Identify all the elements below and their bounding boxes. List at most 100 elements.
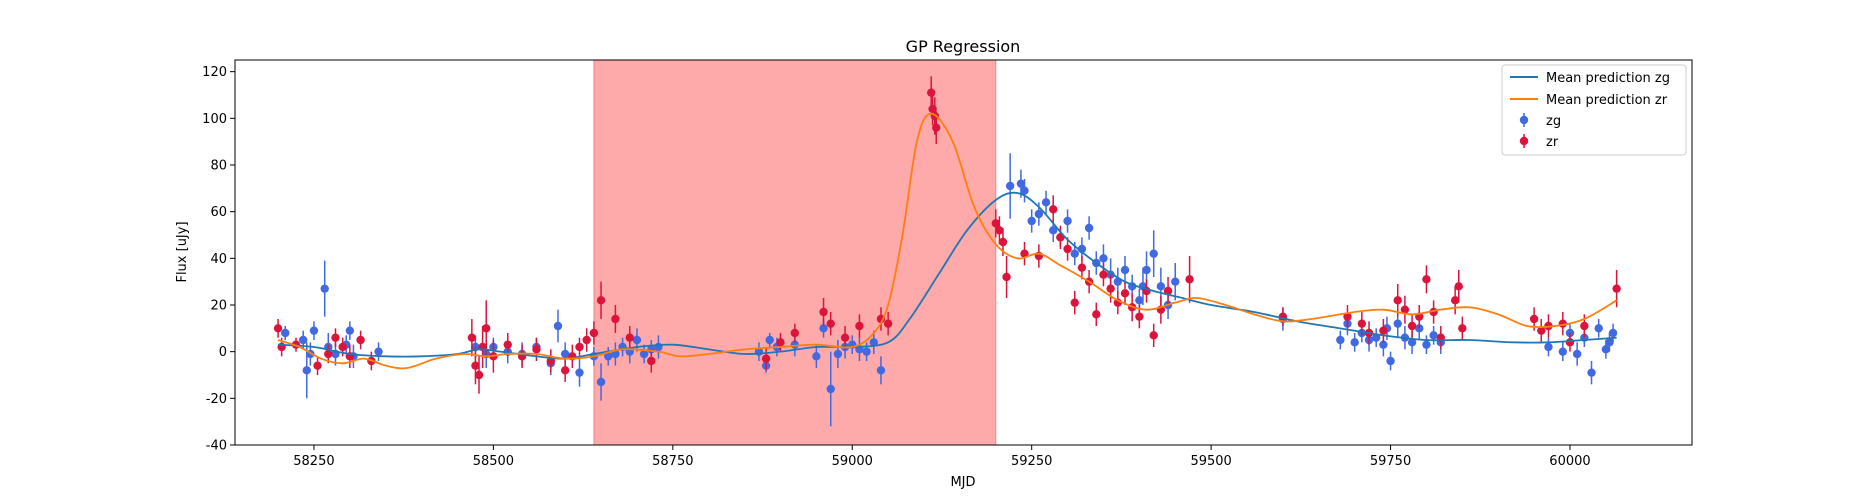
- zr-point: [790, 323, 800, 343]
- zg-marker: [1407, 338, 1417, 347]
- zr-point: [1156, 295, 1166, 324]
- zr-marker: [1612, 284, 1621, 293]
- zg-marker: [1544, 342, 1553, 352]
- zr-point: [568, 344, 577, 368]
- zr-point: [331, 328, 340, 347]
- zr-point: [474, 356, 484, 394]
- zg-marker: [1350, 338, 1359, 347]
- zg-point: [604, 347, 613, 366]
- zg-marker: [374, 347, 383, 356]
- y-tick-label: 40: [210, 252, 227, 267]
- zr-point: [991, 209, 1000, 238]
- zr-marker: [356, 335, 365, 345]
- zg-marker: [553, 321, 563, 331]
- legend-label-mean-zr: Mean prediction zr: [1546, 93, 1668, 108]
- zg-point: [1336, 330, 1345, 350]
- y-tick-label: 60: [210, 205, 227, 220]
- zr-marker: [1580, 321, 1589, 331]
- zr-marker: [1120, 289, 1130, 298]
- zg-marker: [1049, 226, 1058, 235]
- zg-marker: [560, 349, 570, 359]
- zg-marker: [1135, 296, 1144, 305]
- zg-point: [1587, 361, 1596, 385]
- zr-point: [1450, 286, 1460, 315]
- zg-marker: [1016, 179, 1026, 188]
- y-tick-label: 0: [219, 345, 227, 360]
- zr-marker: [1458, 324, 1467, 333]
- zr-point: [1070, 291, 1079, 315]
- zr-marker: [471, 361, 480, 370]
- legend-marker-zg: [1519, 113, 1529, 127]
- zr-marker: [575, 342, 584, 352]
- zg-marker: [281, 328, 290, 338]
- y-tick-label: -20: [206, 392, 227, 407]
- zr-marker: [819, 307, 828, 317]
- zr-marker: [338, 342, 347, 352]
- zg-point: [876, 356, 886, 385]
- zr-points-group: [273, 76, 1621, 394]
- zg-marker: [1379, 340, 1388, 349]
- zg-marker: [765, 335, 774, 345]
- zg-marker: [1084, 223, 1094, 233]
- zg-marker: [1371, 333, 1381, 342]
- x-tick-label: 59000: [832, 454, 873, 469]
- zg-marker: [876, 366, 886, 375]
- x-tick-label: 58500: [473, 454, 514, 469]
- y-tick-label: 20: [210, 299, 227, 314]
- zr-marker: [1343, 312, 1352, 321]
- zr-marker: [1002, 272, 1011, 282]
- zr-point: [1063, 237, 1072, 261]
- zg-point: [833, 340, 843, 368]
- zr-marker: [1450, 296, 1460, 305]
- zg-marker: [812, 352, 821, 361]
- zg-marker: [1142, 265, 1151, 275]
- zr-point: [313, 356, 322, 375]
- zg-point: [1605, 333, 1614, 352]
- zg-point: [1572, 342, 1582, 366]
- zg-point: [575, 358, 584, 387]
- zr-point: [1049, 195, 1058, 224]
- zr-marker: [589, 328, 599, 338]
- zr-marker: [313, 361, 322, 370]
- y-tick-label: 80: [210, 159, 227, 174]
- zg-point: [1558, 342, 1568, 361]
- zr-marker: [1135, 312, 1144, 321]
- zr-point: [819, 298, 828, 326]
- zr-point: [1185, 256, 1194, 303]
- zr-marker: [611, 314, 620, 324]
- zg-marker: [833, 349, 843, 359]
- zr-marker: [995, 226, 1004, 235]
- prediction-lines-group: [277, 112, 1618, 370]
- legend-label-zg: zg: [1546, 114, 1561, 129]
- zr-marker: [324, 349, 333, 359]
- zr-point: [625, 326, 634, 350]
- zr-marker: [883, 319, 893, 328]
- zr-marker: [1454, 282, 1463, 291]
- zg-marker: [869, 338, 878, 347]
- zr-point: [356, 330, 365, 350]
- zg-marker: [1386, 356, 1395, 366]
- zg-marker: [302, 366, 311, 375]
- zr-point: [1020, 242, 1029, 266]
- zg-marker: [639, 349, 649, 359]
- zg-marker: [1171, 277, 1180, 286]
- zr-marker: [998, 237, 1008, 247]
- zr-point: [1278, 307, 1288, 326]
- zg-marker: [862, 347, 871, 356]
- zg-marker: [819, 324, 828, 333]
- zr-marker: [991, 219, 1000, 228]
- zg-marker: [1594, 324, 1603, 333]
- zg-marker: [1027, 216, 1036, 226]
- zg-point: [1171, 263, 1180, 301]
- y-tick-label: 120: [202, 65, 227, 80]
- zr-point: [761, 347, 771, 371]
- zg-point: [1350, 333, 1359, 352]
- zr-marker: [1099, 270, 1108, 279]
- zr-marker: [1092, 310, 1101, 319]
- zr-point: [471, 347, 480, 385]
- zg-point: [1544, 337, 1553, 357]
- zg-marker: [1429, 331, 1438, 340]
- zg-point: [1005, 153, 1015, 219]
- zg-marker: [1034, 209, 1044, 219]
- zr-point: [1149, 323, 1158, 347]
